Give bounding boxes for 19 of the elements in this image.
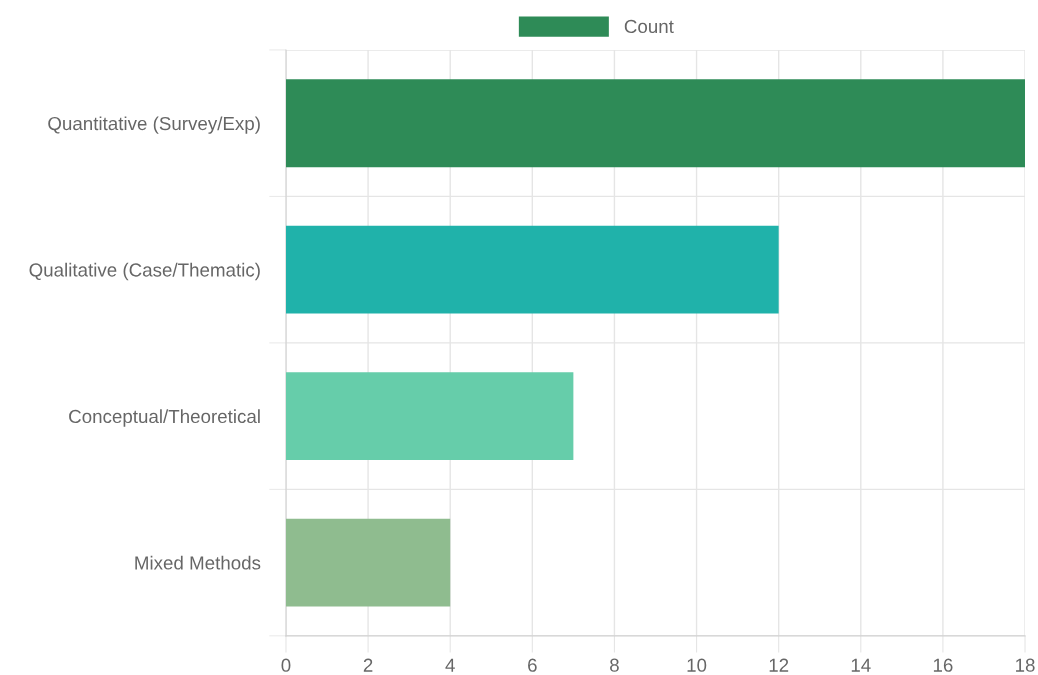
- x-tick-label: 14: [851, 658, 871, 672]
- bar: [285, 518, 451, 607]
- y-tick-label: Quantitative (Survey/Exp): [48, 116, 260, 134]
- x-tick-label: 18: [1016, 658, 1035, 672]
- x-tick-label: 4: [445, 658, 455, 672]
- x-tick-label: 0: [281, 658, 291, 672]
- legend-label: Count: [624, 19, 674, 34]
- x-tick-label: 10: [687, 658, 707, 672]
- x-tick-label: 16: [933, 658, 953, 672]
- bar: [285, 372, 574, 461]
- y-tick-label: Qualitative (Case/Thematic): [29, 262, 260, 281]
- x-tick-label: 2: [363, 658, 373, 672]
- x-tick-label: 12: [769, 658, 789, 672]
- y-tick-label: Mixed Methods: [135, 555, 261, 570]
- bar: [285, 79, 1026, 168]
- x-tick-label: 6: [528, 658, 537, 672]
- y-tick-label: Conceptual/Theoretical: [69, 409, 260, 427]
- x-tick-label: 8: [610, 658, 619, 672]
- bar: [285, 225, 779, 314]
